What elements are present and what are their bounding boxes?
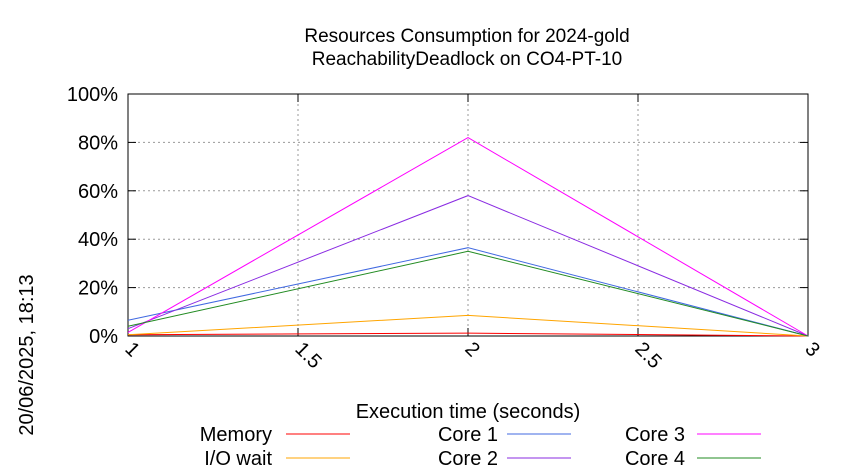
legend-label-i-o-wait: I/O wait	[204, 448, 272, 470]
y-axis: 0% 20% 40% 60% 80% 100%	[67, 84, 808, 348]
grid-lines	[128, 94, 808, 336]
series-line-core-2	[127, 195, 809, 337]
chart-subtitle: ReachabilityDeadlock on CO4-PT-10	[312, 49, 623, 70]
series-line-i-o-wait	[127, 314, 809, 337]
legend-label-core-2: Core 2	[438, 448, 498, 470]
chart-title: Resources Consumption for 2024-gold	[304, 26, 629, 47]
legend-label-core-3: Core 3	[625, 424, 685, 446]
y-tick-label: 60%	[78, 181, 118, 203]
x-tick-label: 2.5	[630, 338, 665, 373]
series-line-core-1	[127, 247, 809, 337]
series-lines	[127, 137, 809, 337]
series-line-core-3	[127, 137, 809, 337]
x-tick-label: 2	[460, 338, 483, 361]
x-tick-label: 1	[120, 338, 143, 361]
y-tick-label: 100%	[67, 84, 118, 106]
x-tick-label: 3	[800, 338, 823, 361]
series-line-memory	[127, 332, 809, 337]
timestamp-label: 20/06/2025, 18:13	[16, 274, 38, 435]
x-tick-label: 1.5	[290, 338, 325, 373]
legend-label-core-4: Core 4	[625, 448, 685, 470]
legend-label-memory: Memory	[200, 424, 272, 446]
series-line-core-4	[127, 250, 809, 337]
x-axis: 1 1.5 2 2.5 3	[120, 94, 824, 373]
y-tick-label: 80%	[78, 132, 118, 154]
y-tick-label: 0%	[89, 326, 118, 348]
y-tick-label: 20%	[78, 278, 118, 300]
y-tick-label: 40%	[78, 229, 118, 251]
legend-label-core-1: Core 1	[438, 424, 498, 446]
x-axis-label: Execution time (seconds)	[356, 401, 581, 423]
